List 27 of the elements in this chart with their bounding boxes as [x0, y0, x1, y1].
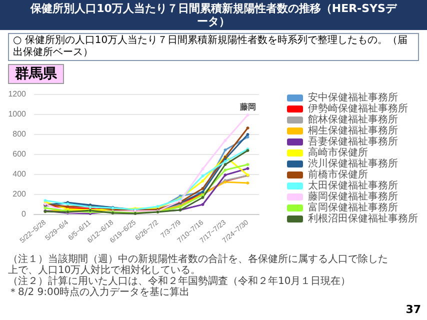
y-tick-label: 0	[22, 210, 27, 218]
legend-label: 富岡保健福祉事務所	[308, 202, 398, 214]
legend-label: 太田保健福祉事務所	[308, 180, 398, 192]
y-tick-label: 600	[12, 150, 27, 158]
legend-label: 前橋市保健所	[308, 168, 368, 180]
text: ＊8/2 9:00時点の入力データを基に算出	[8, 287, 191, 298]
legend-label: 伊勢崎保健福祉事務所	[308, 102, 408, 114]
legend-label: 利根沼田保健福祉事務所	[308, 212, 418, 224]
y-tick-label: 400	[12, 170, 27, 178]
text: （注２）計算に用いた人口は、令和２年国勢調査（令和２年10月１日現在）	[8, 276, 352, 287]
y-tick-label: 200	[12, 190, 27, 198]
y-tick-label: 800	[12, 130, 27, 138]
legend-label: 安中保健福祉事務所	[308, 92, 398, 104]
legend-label: 藤岡保健福祉事務所	[308, 190, 398, 202]
chart-subtitle: ○ 保健所別の人口10万人当たり７日間累積新規陽性者数を時系列で整理したもの。（届出保健所ベース）	[8, 33, 419, 61]
chart-title: 保健所別人口10万人当たり７日間累積新規陽性者数の推移（HER-SYSデータ）	[0, 0, 427, 30]
legend-label: 吾妻保健福祉事務所	[308, 136, 398, 148]
legend-label: 高崎市保健所	[308, 146, 368, 158]
legend-label: 館林保健福祉事務所	[308, 114, 398, 126]
text: （注１）当該期間（週）中の新規陽性者数の合計を、各保健所に属する人口で除した上で、人口10万人対比で相対化している。	[8, 254, 389, 276]
y-tick-label: 1200	[8, 90, 27, 98]
y-tick-label: 1000	[8, 110, 27, 118]
text: 37	[406, 303, 421, 316]
annotation: 藤岡	[238, 102, 256, 112]
text: 群馬県	[8, 64, 64, 84]
legend-label: 渋川保健福祉事務所	[308, 158, 398, 170]
legend-label: 桐生保健福祉事務所	[307, 124, 398, 136]
